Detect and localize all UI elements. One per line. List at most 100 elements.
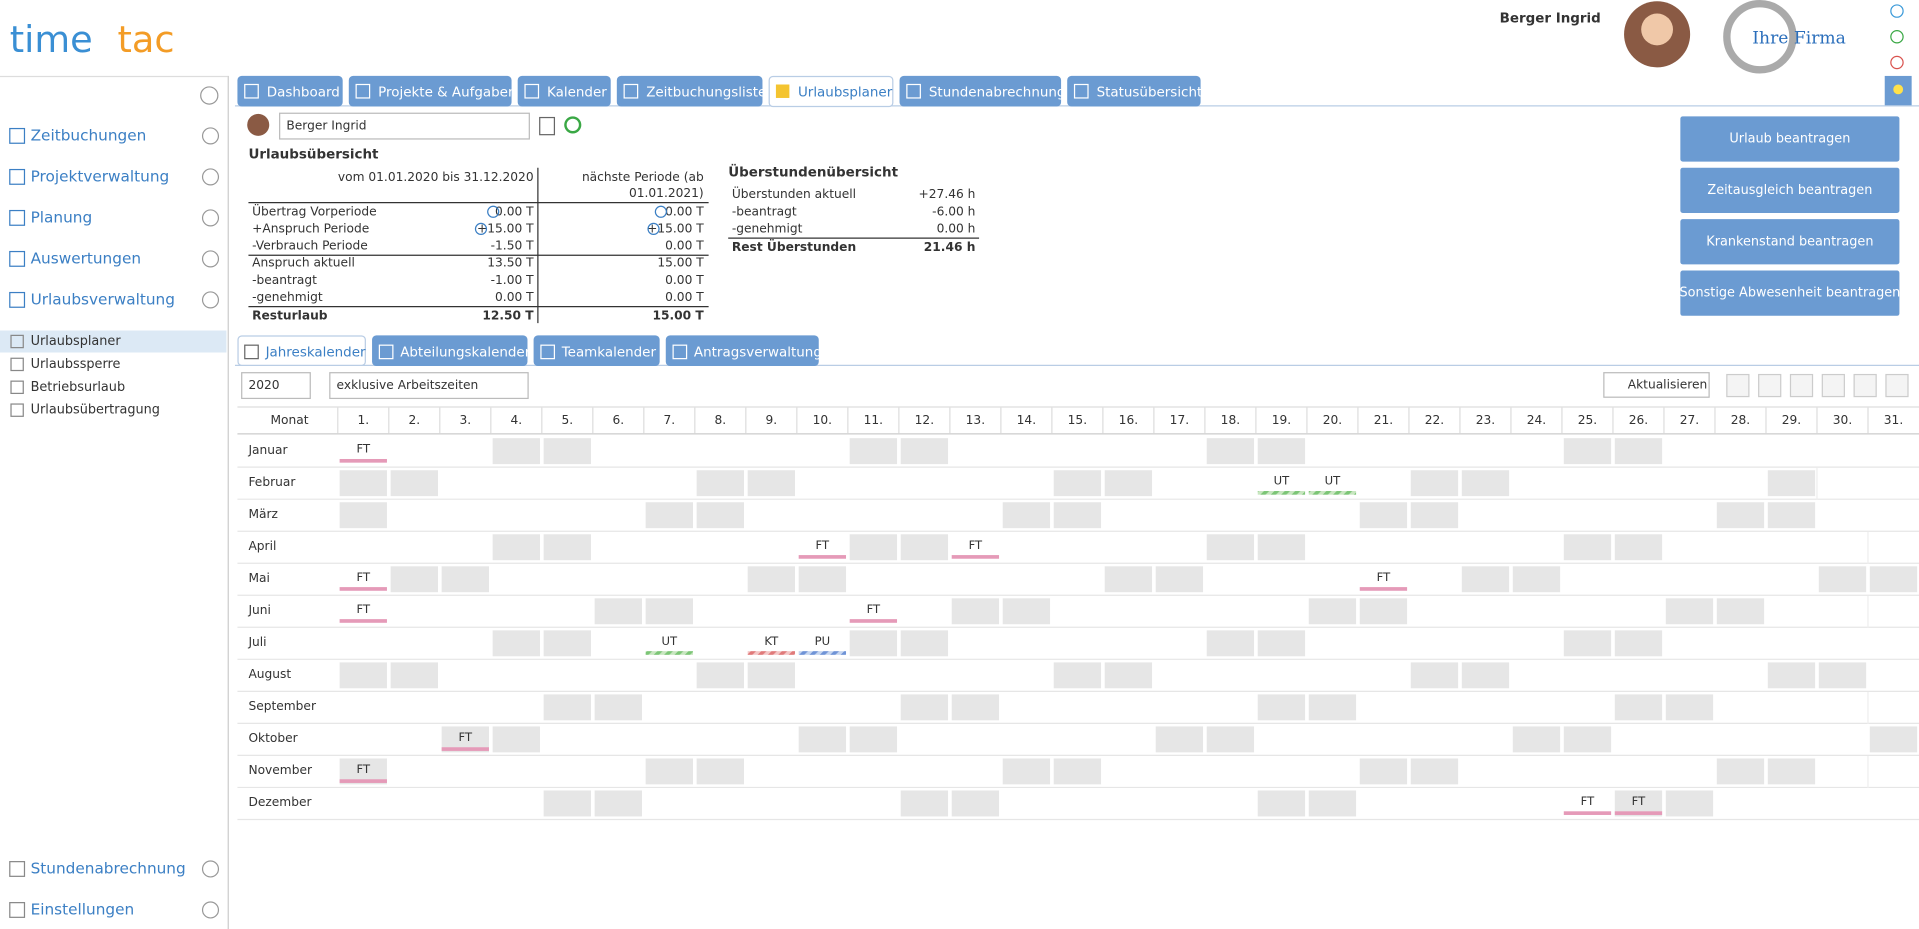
help-icon[interactable] [201, 209, 220, 227]
export-icon[interactable] [1789, 373, 1814, 398]
weekend-cell [594, 598, 642, 625]
user-select[interactable] [279, 112, 530, 140]
mode-select[interactable] [329, 372, 529, 400]
help-icon[interactable] [201, 168, 220, 186]
tab[interactable] [899, 75, 1062, 107]
absence-code[interactable]: FT [356, 762, 370, 776]
help-icon[interactable] [201, 291, 220, 309]
row-value: 0.00 T [495, 204, 534, 218]
weekend-cell [645, 502, 693, 529]
action-button[interactable] [1680, 116, 1900, 162]
row-value: 0.00 T [665, 273, 704, 287]
refresh-button[interactable] [1603, 372, 1710, 398]
tab[interactable] [616, 75, 763, 107]
weekend-cell [1308, 790, 1357, 817]
tab-icon [672, 344, 688, 360]
print-icon[interactable] [1885, 373, 1909, 398]
weekend-cell [1563, 534, 1612, 561]
help-icon[interactable] [1890, 4, 1904, 18]
sub-nav-item[interactable]: Betriebsurlaub [31, 380, 126, 395]
export-icon[interactable] [1726, 373, 1750, 398]
day-header: 24. [1527, 413, 1546, 427]
help-icon[interactable] [201, 901, 220, 919]
weekend-cell [1410, 758, 1459, 785]
absence-code[interactable]: FT [1581, 794, 1595, 808]
absence-code[interactable]: FT [816, 538, 830, 552]
nav-item[interactable]: Planung [31, 208, 93, 226]
help-icon[interactable] [201, 250, 220, 268]
absence-code[interactable]: KT [764, 634, 779, 648]
absence-code[interactable]: FT [867, 602, 881, 616]
nav-item[interactable]: Auswertungen [31, 249, 141, 267]
absence-bar [1257, 491, 1306, 495]
weekend-cell [1104, 470, 1153, 497]
absence-code[interactable]: UT [1325, 474, 1341, 488]
absence-code[interactable]: FT [1632, 794, 1646, 808]
action-button[interactable] [1680, 270, 1900, 316]
export-icon[interactable] [1853, 373, 1877, 398]
export-icon[interactable] [1758, 373, 1782, 398]
reload-icon[interactable] [564, 116, 582, 134]
weekend-cell [849, 726, 898, 753]
lock-icon[interactable] [539, 116, 556, 136]
nav-item[interactable]: Projektverwaltung [31, 167, 170, 185]
absence-bar [1308, 491, 1357, 495]
absence-code[interactable]: FT [459, 730, 473, 744]
refresh-icon[interactable] [1890, 30, 1904, 44]
subtab[interactable] [533, 335, 660, 366]
info-icon[interactable] [474, 222, 488, 236]
help-icon[interactable] [201, 127, 220, 145]
day-header: 19. [1272, 413, 1291, 427]
action-button[interactable] [1680, 219, 1900, 265]
export-icon[interactable] [1821, 373, 1845, 398]
nav-item[interactable]: Zeitbuchungen [31, 126, 147, 144]
absence-code[interactable]: FT [356, 442, 370, 456]
day-header: 30. [1833, 413, 1852, 427]
absence-code[interactable]: FT [356, 602, 370, 616]
action-button[interactable] [1680, 167, 1900, 213]
subtab[interactable] [372, 335, 528, 366]
info-icon[interactable] [487, 205, 500, 218]
tab[interactable] [348, 75, 512, 107]
nav-item[interactable]: Stundenabrechnung [31, 859, 186, 877]
weekend-cell [951, 790, 1000, 817]
subtab[interactable] [665, 335, 819, 366]
nav-item[interactable]: Urlaubsverwaltung [31, 290, 175, 308]
weekend-cell [1563, 630, 1612, 657]
help-icon[interactable] [201, 860, 220, 878]
tab[interactable] [517, 75, 611, 107]
nav-icon [9, 861, 26, 877]
sub-nav-item[interactable]: Urlaubssperre [31, 357, 121, 372]
absence-code[interactable]: FT [356, 570, 370, 584]
row-value: -6.00 h [932, 204, 975, 218]
user-select-value: Berger Ingrid [286, 119, 366, 133]
weekend-cell [849, 630, 898, 657]
nav-item[interactable]: Einstellungen [31, 900, 135, 918]
weekend-cell [1206, 438, 1255, 465]
subtab[interactable] [237, 335, 366, 366]
collapse-button[interactable] [200, 86, 219, 105]
absence-code[interactable]: UT [662, 634, 678, 648]
absence-code[interactable]: FT [969, 538, 983, 552]
row-value: 0.00 T [495, 290, 534, 304]
year-select[interactable] [241, 372, 311, 400]
sub-icon [10, 380, 24, 395]
absence-code[interactable]: UT [1274, 474, 1290, 488]
weekend-cell [1155, 726, 1204, 753]
row-label: -beantragt [252, 273, 317, 287]
absence-code[interactable]: PU [815, 634, 831, 648]
month-label: Oktober [248, 731, 298, 745]
info-icon[interactable] [654, 205, 667, 218]
weekend-cell [1104, 662, 1153, 689]
logout-icon[interactable] [1890, 55, 1904, 70]
info-icon[interactable] [647, 222, 660, 236]
weekend-cell [594, 694, 642, 721]
weekend-cell [900, 694, 949, 721]
sub-nav-item[interactable]: Urlaubsplaner [31, 334, 122, 349]
tab[interactable] [1067, 75, 1201, 107]
tab[interactable] [768, 75, 894, 108]
absence-code[interactable]: FT [1377, 570, 1391, 584]
tab[interactable] [237, 75, 343, 107]
sub-nav-item[interactable]: Urlaubsübertragung [31, 403, 160, 418]
day-header: 28. [1731, 413, 1750, 427]
